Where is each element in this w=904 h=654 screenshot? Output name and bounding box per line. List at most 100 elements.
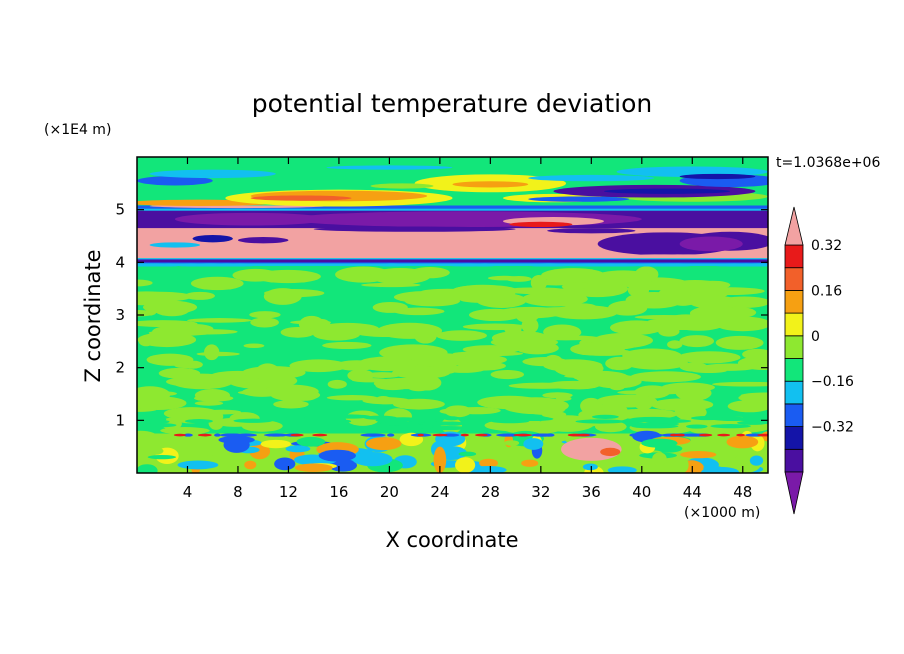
colorbar-swatch [784, 380, 804, 405]
green-patch [421, 425, 471, 431]
boundary-eddy [734, 454, 750, 465]
lime-patch [742, 348, 768, 360]
green-patch [423, 418, 437, 423]
lime-patch [594, 421, 627, 433]
cold-band-patch [728, 263, 764, 267]
colorbar-swatch [784, 448, 804, 473]
warm-column [260, 439, 291, 449]
cold-band-patch [525, 263, 575, 267]
lime-patch [260, 273, 281, 281]
lime-patch [137, 291, 193, 302]
pink-edge [137, 254, 166, 258]
green-patch [330, 414, 371, 419]
x-tick-label: 20 [380, 483, 399, 501]
upper-cold [137, 175, 213, 186]
boundary-top-blue [214, 433, 221, 437]
colorbar-swatch [784, 267, 804, 291]
lime-patch [449, 284, 516, 301]
boundary-eddy [749, 455, 764, 466]
lime-patch [196, 351, 240, 357]
lime-patch [715, 335, 764, 350]
lime-patch [137, 279, 153, 287]
lime-patch [575, 370, 630, 385]
boundary-top-red [679, 433, 685, 437]
lime-patch [634, 314, 694, 320]
boundary-top-red [197, 433, 212, 437]
lime-patch [263, 288, 302, 305]
boundary-eddy [177, 460, 219, 470]
boundary-top-blue [650, 433, 659, 437]
colorbar-label: 0 [811, 329, 820, 345]
lime-patch [436, 330, 487, 341]
pink-edge [651, 254, 726, 258]
boundary-eddy [641, 438, 678, 448]
boundary-eddy [582, 463, 598, 471]
lime-patch [363, 372, 402, 378]
lime-patch [326, 395, 378, 401]
boundary-top-blue [531, 433, 553, 437]
green-patch [467, 415, 500, 420]
upper-cold [149, 169, 276, 179]
boundary-top-blue [183, 433, 193, 437]
lime-patch [541, 411, 567, 418]
colorbar-extend-high [784, 206, 804, 246]
warm-column [294, 463, 333, 472]
lime-patch [630, 371, 701, 383]
boundary-top-red [717, 433, 731, 437]
lime-patch [453, 407, 501, 415]
lime-patch [530, 274, 548, 291]
boundary-eddy [504, 440, 520, 446]
boundary-eddy [147, 447, 164, 455]
boundary-top-red [757, 433, 768, 437]
cold-band-patch [603, 263, 642, 267]
lime-patch [187, 318, 252, 323]
colorbar-label: −0.16 [811, 374, 854, 390]
boundary-top-red [569, 433, 584, 437]
cold-band-patch [643, 263, 698, 267]
x-tick-label: 48 [733, 483, 752, 501]
lime-patch [280, 326, 316, 338]
cold-band-patch [188, 263, 237, 267]
boundary-top-red [290, 433, 304, 437]
green-patch [738, 417, 768, 422]
cold-filament [237, 237, 289, 244]
lime-patch [661, 382, 715, 393]
upper-cold [326, 165, 453, 170]
cold-layer-top-cyan [137, 208, 768, 211]
lime-patch [351, 378, 389, 383]
green-patch [375, 418, 409, 423]
x-axis-unit: (×1000 m) [684, 505, 760, 521]
boundary-top-red [460, 433, 469, 437]
x-tick-label: 44 [683, 483, 702, 501]
x-tick-label: 8 [233, 483, 243, 501]
lime-patch [148, 329, 213, 336]
lime-patch [243, 343, 265, 349]
boundary-eddy [137, 464, 158, 473]
lime-patch [273, 400, 309, 409]
cold-band-patch [445, 263, 491, 267]
lime-patch [289, 359, 348, 373]
boundary-eddy [285, 445, 311, 453]
lime-patch [250, 317, 279, 328]
lime-patch [570, 342, 621, 356]
colorbar-swatch [784, 312, 804, 337]
boundary-eddy [244, 460, 257, 470]
cold-layer-top [137, 205, 768, 209]
boundary-top-red [736, 433, 746, 437]
lime-patch [242, 366, 306, 380]
lime-patch [249, 311, 281, 319]
boundary-eddy [328, 459, 358, 472]
lime-patch [539, 415, 595, 432]
green-patch [143, 419, 170, 424]
y-tick-label: 2 [115, 359, 125, 377]
boundary-eddy [352, 452, 393, 467]
cold-filament [149, 242, 201, 248]
cold-band-patch [560, 263, 618, 267]
y-tick-label: 4 [115, 253, 125, 271]
boundary-top-red [513, 433, 532, 437]
colorbar-swatch [784, 358, 804, 382]
lime-patch [194, 400, 224, 406]
lime-patch [522, 291, 588, 307]
cold-filament [192, 234, 233, 243]
lime-patch [690, 368, 727, 374]
